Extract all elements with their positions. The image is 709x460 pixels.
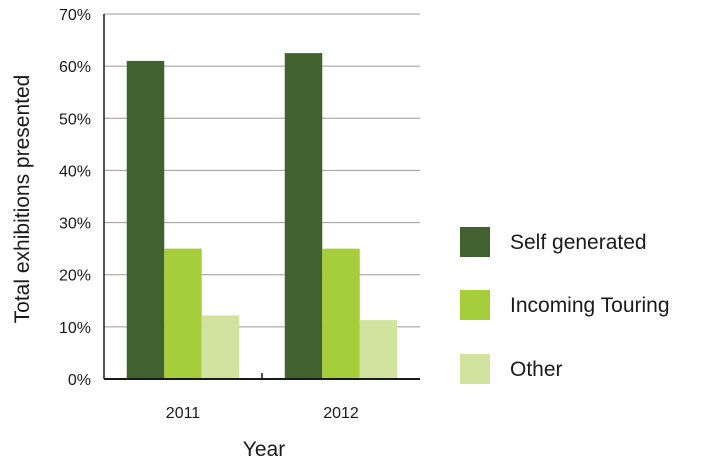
bars	[127, 53, 398, 379]
bar-other-2011	[202, 315, 240, 379]
x-tick-label: 2011	[166, 405, 201, 422]
y-axis-title: Total exhibitions presented	[11, 75, 34, 324]
bar-incoming-touring-2011	[164, 249, 202, 379]
y-tick-label: 10%	[59, 320, 91, 337]
x-tick-label: 2012	[323, 405, 359, 422]
legend-label: Incoming Touring	[510, 294, 670, 317]
legend: Self generated Incoming Touring Other	[460, 227, 670, 384]
legend-swatch	[460, 227, 490, 257]
legend-label: Other	[510, 358, 563, 381]
y-tick-label: 60%	[59, 59, 91, 76]
x-axis-title: Year	[243, 438, 285, 460]
legend-label: Self generated	[510, 231, 647, 254]
y-tick-label: 70%	[59, 7, 91, 24]
y-tick-label: 30%	[59, 216, 91, 233]
y-tick-label: 20%	[59, 268, 91, 285]
x-tick-labels: 2011 2012	[166, 405, 359, 422]
y-tick-labels: 0% 10% 20% 30% 40% 50% 60% 70%	[59, 7, 91, 389]
bar-other-2012	[360, 320, 398, 379]
bar-self-generated-2012	[285, 53, 323, 379]
y-tick-label: 40%	[59, 163, 91, 180]
bar-incoming-touring-2012	[322, 249, 360, 379]
bar-self-generated-2011	[127, 61, 165, 379]
legend-swatch	[460, 354, 490, 384]
y-tick-label: 50%	[59, 111, 91, 128]
legend-swatch	[460, 290, 490, 320]
y-tick-label: 0%	[68, 372, 91, 389]
